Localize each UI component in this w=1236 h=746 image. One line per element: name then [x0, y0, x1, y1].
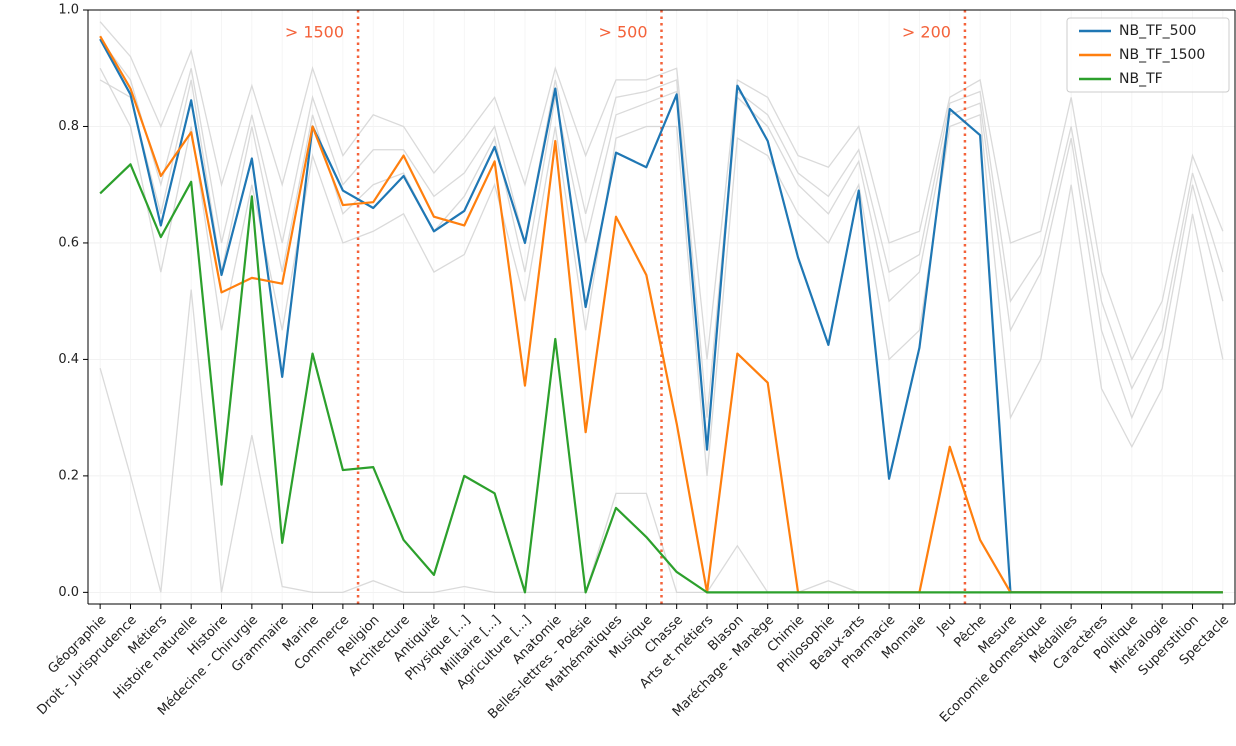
y-tick-label: 0.8: [58, 119, 79, 134]
background-line: [99, 21, 1224, 362]
y-tick-label: 0.4: [58, 352, 79, 367]
background-line: [99, 67, 1224, 476]
background-line: [99, 79, 1224, 447]
series-line: [99, 35, 1223, 594]
threshold-label: > 500: [598, 23, 647, 42]
background-line: [99, 38, 1224, 418]
legend: NB_TF_500 NB_TF_1500 NB_TF: [1066, 17, 1230, 93]
y-tick-label: 0.0: [58, 585, 79, 600]
legend-label: NB_TF: [1119, 71, 1163, 87]
threshold-label: > 200: [902, 23, 951, 42]
legend-box: [1066, 17, 1230, 93]
x-tick-label: Jeu: [934, 613, 960, 639]
series-line: [99, 163, 1223, 594]
legend-label: NB_TF_500: [1119, 23, 1196, 39]
y-tick-label: 0.2: [58, 468, 79, 483]
threshold-label: > 1500: [285, 23, 344, 42]
legend-label: NB_TF_1500: [1119, 47, 1205, 63]
y-tick-label: 1.0: [58, 3, 79, 18]
y-tick-label: 0.6: [58, 235, 79, 250]
